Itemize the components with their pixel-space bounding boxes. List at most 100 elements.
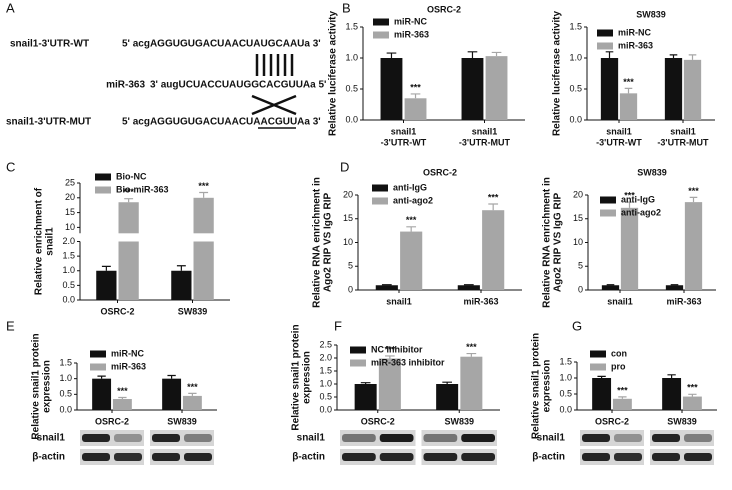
blot-band <box>379 434 414 442</box>
bar <box>96 270 117 300</box>
bar <box>620 207 639 290</box>
blot-band <box>152 434 180 442</box>
error-bar <box>118 396 127 400</box>
significance: *** <box>406 215 417 225</box>
y-tick-label: 1.0 <box>569 52 582 62</box>
significance: *** <box>410 82 421 92</box>
error-bar <box>491 51 502 57</box>
bar <box>662 378 682 410</box>
chart-title: OSRC-2 <box>427 4 461 14</box>
y-axis-label: Relative RNA enrichment in <box>312 177 323 308</box>
bar <box>460 356 483 410</box>
blot-band <box>652 434 680 442</box>
y-axis-label: expression <box>302 351 313 404</box>
y-tick-label: 5 <box>348 261 353 271</box>
error-bar <box>167 374 176 379</box>
y-tick-label: 25 <box>65 177 75 187</box>
blot-band <box>184 434 212 442</box>
y-tick-label: 1.5 <box>62 251 75 261</box>
x-tick-label: snail1 <box>472 126 498 136</box>
y-axis-label: Ago2 RIP VS IgG RIP <box>553 193 564 293</box>
x-tick-label: snail1 <box>386 296 412 306</box>
error-bar <box>199 191 209 198</box>
blot-band <box>423 453 458 461</box>
legend-label: miR-363 <box>111 361 146 371</box>
bar <box>682 396 702 410</box>
significance: *** <box>617 385 628 395</box>
x-tick-label: OSRC-2 <box>100 306 134 316</box>
legend-swatch <box>90 363 106 371</box>
error-bar <box>667 374 676 378</box>
x-tick-label: OSRC-2 <box>361 416 395 426</box>
x-tick-label: -3'UTR-WT <box>596 137 642 147</box>
y-tick-label: 10 <box>573 237 583 247</box>
y-tick-label: 0.0 <box>59 404 72 414</box>
bar <box>665 285 684 290</box>
y-tick-label: 15 <box>343 213 353 223</box>
y-axis-label: Relative RNA enrichment in <box>542 177 553 308</box>
y-tick-label: 1.5 <box>59 357 72 367</box>
error-bar <box>669 54 678 58</box>
y-axis-label: Relative snail1 protein <box>531 333 542 439</box>
bar <box>683 59 702 120</box>
legend-swatch <box>95 186 111 194</box>
x-tick-label: -3'UTR-MUT <box>459 137 511 147</box>
x-tick-label: -3'UTR-WT <box>381 137 427 147</box>
blot-band <box>684 453 712 461</box>
bar <box>193 197 214 234</box>
y-tick-label: 15 <box>65 207 75 217</box>
bar <box>400 231 423 290</box>
significance: *** <box>385 344 396 354</box>
bar <box>485 56 508 120</box>
y-tick-label: 0.5 <box>559 388 572 398</box>
legend-swatch <box>373 31 389 39</box>
significance: *** <box>466 342 477 352</box>
blot-band <box>82 434 110 442</box>
error-bar <box>605 51 614 58</box>
bar <box>92 378 112 410</box>
error-bar <box>689 196 698 203</box>
y-tick-label: 1.0 <box>559 372 572 382</box>
bar <box>162 378 182 410</box>
y-tick-label: 1.0 <box>62 265 75 275</box>
x-tick-label: snail1 <box>670 126 696 136</box>
significance: *** <box>187 382 198 392</box>
error-bar <box>386 52 397 58</box>
error-bar <box>466 352 477 357</box>
x-tick-label: SW839 <box>667 416 697 426</box>
y-axis-label: Relative snail1 protein <box>31 333 42 439</box>
bar <box>404 98 427 120</box>
legend-label: miR-363 <box>618 40 653 50</box>
y-tick-label: 0.0 <box>62 294 75 304</box>
y-tick-label: 10 <box>65 222 75 232</box>
error-bar <box>385 355 395 359</box>
y-tick-label: 0.5 <box>345 83 358 93</box>
bar <box>375 285 398 290</box>
blot-band <box>152 453 180 461</box>
bar <box>684 202 703 290</box>
chart-title: SW839 <box>637 167 667 177</box>
error-bar <box>101 265 111 271</box>
y-tick-label: 0 <box>348 284 353 294</box>
legend-swatch <box>350 346 366 354</box>
panel-label: G <box>572 318 582 333</box>
error-bar <box>124 198 134 203</box>
x-tick-label: SW839 <box>167 416 197 426</box>
blot-band <box>114 453 142 461</box>
legend-swatch <box>350 359 366 367</box>
y-tick-label: 1.5 <box>345 21 358 31</box>
legend-swatch <box>597 42 613 50</box>
blot-label: snail1 <box>37 433 66 444</box>
bar <box>378 358 401 410</box>
sequence: 3' augUCUACCUAUGGCACGUUAa 5' <box>150 80 326 91</box>
bar <box>664 58 683 120</box>
blot-band <box>582 453 610 461</box>
mutation-cross <box>251 94 297 116</box>
y-tick-label: 1.5 <box>569 21 582 31</box>
blot-band <box>379 453 414 461</box>
legend-swatch <box>372 184 388 192</box>
panel-label: B <box>342 0 351 15</box>
bar <box>171 270 192 300</box>
bar <box>457 285 480 290</box>
